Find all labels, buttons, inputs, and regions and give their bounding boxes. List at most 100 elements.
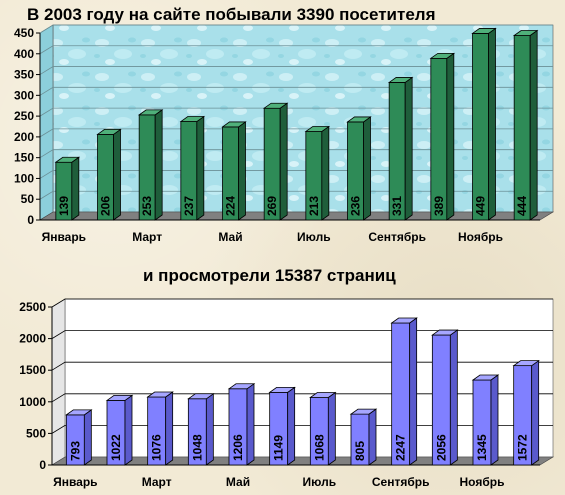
gridline	[39, 128, 553, 138]
x-category-label: Июль	[303, 475, 337, 489]
gridline	[51, 330, 553, 339]
bar-value-label: 213	[307, 196, 321, 216]
plot-back-wall	[64, 298, 554, 458]
gridline	[51, 298, 553, 308]
bar-side	[238, 121, 246, 221]
bar: 253	[137, 109, 164, 221]
chart-title: и просмотрели 15387 страниц	[143, 266, 396, 285]
bar-side	[446, 52, 455, 221]
bar: 1076	[146, 391, 174, 466]
y-tick-label: 1500	[19, 363, 46, 377]
bar-value-label: 1572	[516, 434, 530, 461]
bar-value-label: 139	[57, 196, 71, 216]
bar-side	[83, 409, 92, 466]
bar: 1572	[512, 359, 540, 466]
bar-value-label: 224	[224, 196, 238, 216]
bar-top	[268, 386, 296, 393]
bar: 1149	[268, 386, 296, 466]
gridline	[39, 170, 553, 179]
bar-side	[363, 116, 371, 221]
y-tick-label: 0	[27, 213, 34, 227]
bar-value-label: 449	[474, 196, 488, 216]
y-tick-label: 100	[14, 171, 34, 185]
bar: 2247	[390, 317, 418, 466]
bar-side	[327, 391, 336, 466]
bar-value-label: 206	[99, 196, 113, 216]
bar-value-label: 805	[353, 441, 367, 461]
y-tick-label: 350	[14, 68, 34, 82]
bar: 2056	[431, 329, 459, 466]
bar-top	[221, 121, 247, 128]
y-tick-label: 250	[14, 109, 34, 123]
bar-value-label: 269	[265, 196, 279, 216]
bar-side	[449, 329, 458, 466]
x-category-label: Ноябрь	[458, 230, 503, 244]
bar-side	[71, 156, 80, 221]
bar: 1206	[227, 383, 256, 466]
bar-front	[513, 35, 531, 221]
gridline	[51, 424, 553, 434]
bar: 224	[221, 121, 247, 221]
bar-side	[279, 102, 288, 221]
bar-value-label: 253	[140, 196, 154, 216]
bar-top	[387, 77, 414, 83]
x-category-label: Январь	[53, 475, 97, 489]
bar-top	[512, 360, 540, 367]
bar-value-label: 1048	[190, 434, 204, 461]
bar: 1022	[105, 394, 134, 466]
bar-side	[165, 391, 174, 466]
bar-side	[113, 128, 121, 221]
bar: 237	[179, 115, 206, 221]
bar-value-label: 389	[432, 196, 446, 216]
y-tick-label: 1000	[19, 395, 46, 409]
bar-side	[154, 109, 163, 221]
bar: 389	[429, 52, 456, 221]
x-category-label: Май	[226, 475, 250, 489]
bar: 206	[96, 128, 122, 221]
bar-top	[309, 392, 337, 398]
gridline	[39, 190, 553, 200]
bar: 793	[65, 409, 93, 466]
y-tick-label: 2000	[19, 332, 46, 346]
bar: 1068	[309, 391, 337, 466]
gridline	[51, 393, 553, 403]
plot-side-wall	[51, 298, 66, 466]
bar-value-label: 1022	[109, 434, 123, 461]
bar-value-label: 444	[515, 196, 529, 216]
bar-side	[368, 408, 377, 466]
y-tick-label: 400	[14, 47, 34, 61]
bar-side	[287, 386, 296, 466]
bar: 213	[304, 125, 331, 221]
y-tick-label: 500	[26, 426, 46, 440]
bar: 139	[54, 156, 81, 221]
x-category-label: Март	[142, 475, 172, 489]
bar-side	[529, 29, 538, 221]
bar-top	[179, 116, 206, 122]
plot-back-wall	[52, 24, 554, 213]
bar-value-label: 236	[349, 196, 363, 216]
bar-side	[409, 317, 418, 466]
bar-front	[430, 57, 448, 221]
bar-top	[146, 391, 174, 398]
bar-top	[137, 109, 164, 116]
bar-value-label: 237	[182, 196, 196, 216]
bar-value-label: 1206	[231, 434, 245, 461]
bar-top	[105, 395, 134, 401]
plot-side-wall	[39, 24, 54, 221]
bar-side	[246, 383, 255, 466]
bar: 269	[262, 102, 289, 221]
gridline	[39, 24, 553, 34]
x-category-label: Сентябрь	[372, 475, 430, 489]
bar-top	[471, 374, 500, 381]
bar-top	[390, 317, 418, 324]
bar-top	[187, 393, 215, 400]
pageviews-chart: и просмотрели 15387 страниц 793 1022 1076 1…	[19, 266, 555, 489]
bar: 444	[512, 29, 539, 221]
y-tick-label: 150	[14, 151, 34, 165]
y-tick-label: 450	[14, 26, 34, 40]
bar-top	[304, 126, 331, 132]
bar-side	[321, 125, 330, 221]
bar-side	[205, 392, 214, 466]
